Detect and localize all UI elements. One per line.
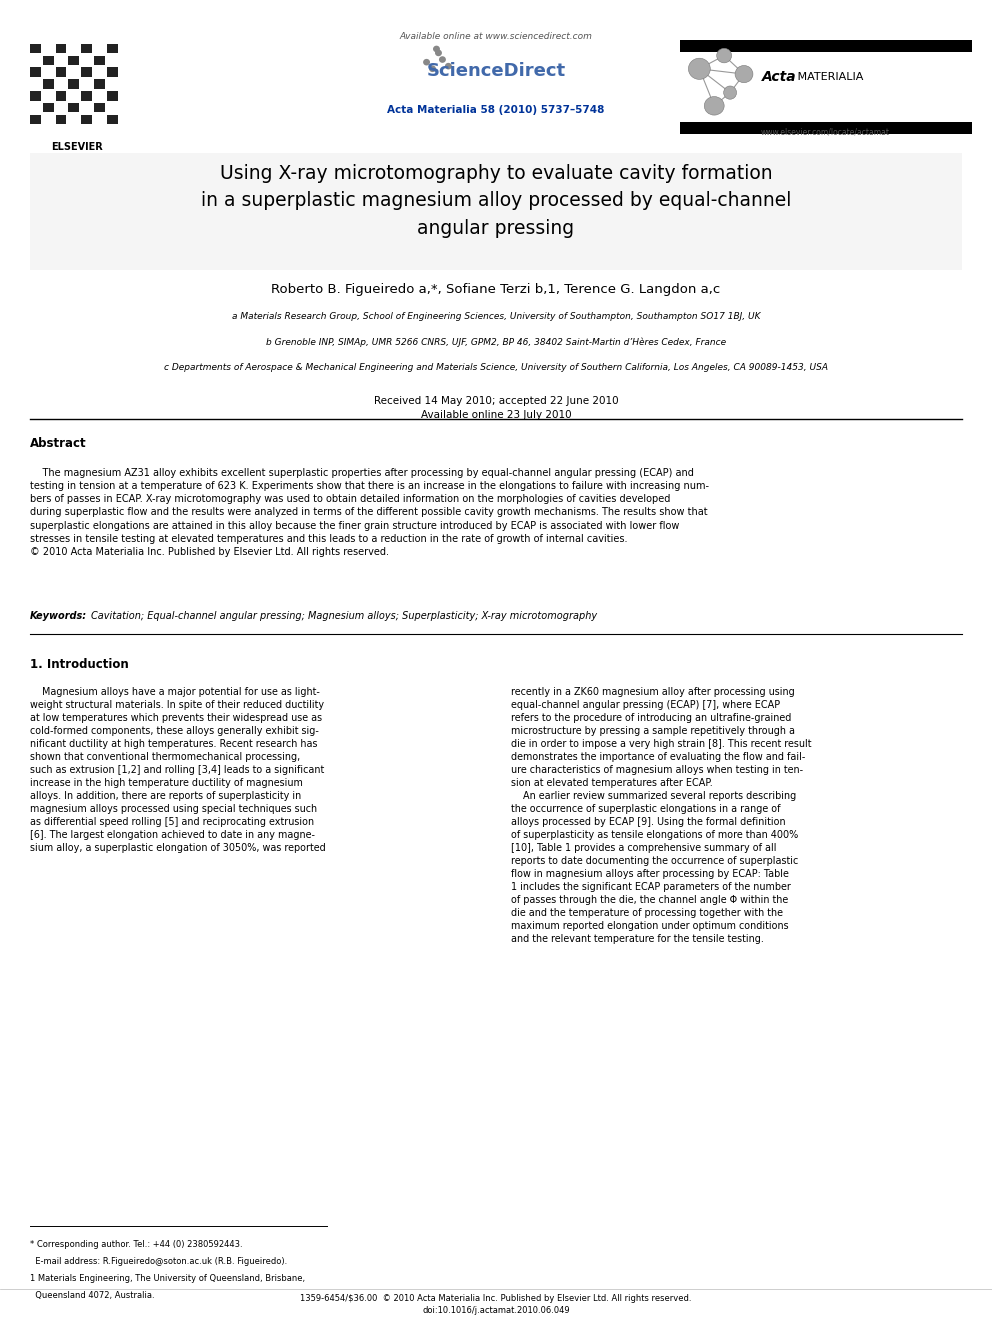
Ellipse shape [716,48,732,62]
Ellipse shape [429,66,435,71]
Bar [81,67,92,77]
Bar [68,56,79,65]
Bar [107,67,118,77]
Text: Roberto B. Figueiredo a,*, Sofiane Terzi b,1, Terence G. Langdon a,c: Roberto B. Figueiredo a,*, Sofiane Terzi… [272,283,720,296]
Text: Using X-ray microtomography to evaluate cavity formation
in a superplastic magne: Using X-ray microtomography to evaluate … [200,164,792,238]
Text: 1359-6454/$36.00  © 2010 Acta Materialia Inc. Published by Elsevier Ltd. All rig: 1359-6454/$36.00 © 2010 Acta Materialia … [301,1294,691,1315]
Text: a Materials Research Group, School of Engineering Sciences, University of Southa: a Materials Research Group, School of En… [232,312,760,321]
Bar [43,56,54,65]
Bar [680,122,972,134]
Bar [43,79,54,89]
Bar [30,67,41,77]
Bar [56,67,66,77]
Bar [680,40,972,52]
Bar [81,115,92,124]
Text: Available online at www.sciencedirect.com: Available online at www.sciencedirect.co… [400,32,592,41]
Ellipse shape [433,46,440,52]
Text: The magnesium AZ31 alloy exhibits excellent superplastic properties after proces: The magnesium AZ31 alloy exhibits excell… [30,468,708,557]
Text: Keywords:: Keywords: [30,611,87,622]
Text: E-mail address: R.Figueiredo@soton.ac.uk (R.B. Figueiredo).: E-mail address: R.Figueiredo@soton.ac.uk… [30,1257,287,1266]
Bar [81,44,92,53]
Bar [30,91,41,101]
Ellipse shape [423,60,431,65]
Text: Magnesium alloys have a major potential for use as light-
weight structural mate: Magnesium alloys have a major potential … [30,687,325,853]
Ellipse shape [704,97,724,115]
Ellipse shape [688,58,710,79]
Text: ScienceDirect: ScienceDirect [427,62,565,81]
Bar [94,103,105,112]
Text: Abstract: Abstract [30,437,86,450]
Bar [107,91,118,101]
Text: Cavitation; Equal-channel angular pressing; Magnesium alloys; Superplasticity; X: Cavitation; Equal-channel angular pressi… [91,611,597,622]
Bar [81,91,92,101]
Bar [94,56,105,65]
Bar [56,44,66,53]
Bar [30,44,41,53]
Text: MATERIALIA: MATERIALIA [794,71,863,82]
Text: c Departments of Aerospace & Mechanical Engineering and Materials Science, Unive: c Departments of Aerospace & Mechanical … [164,363,828,372]
Text: Acta Materialia 58 (2010) 5737–5748: Acta Materialia 58 (2010) 5737–5748 [387,105,605,115]
Text: www.elsevier.com/locate/actamat: www.elsevier.com/locate/actamat [761,127,890,136]
Text: ELSEVIER: ELSEVIER [52,142,103,152]
Bar [68,79,79,89]
Ellipse shape [434,50,441,56]
Text: Queensland 4072, Australia.: Queensland 4072, Australia. [30,1291,155,1301]
Ellipse shape [444,64,451,69]
Bar [94,79,105,89]
Text: Acta: Acta [762,70,797,83]
Bar [30,115,41,124]
Text: recently in a ZK60 magnesium alloy after processing using
equal-channel angular : recently in a ZK60 magnesium alloy after… [511,687,811,945]
Bar [30,153,962,270]
Ellipse shape [438,57,446,62]
Bar [56,91,66,101]
Text: 1 Materials Engineering, The University of Queensland, Brisbane,: 1 Materials Engineering, The University … [30,1274,305,1283]
Text: b Grenoble INP, SIMAp, UMR 5266 CNRS, UJF, GPM2, BP 46, 38402 Saint-Martin d’Hèr: b Grenoble INP, SIMAp, UMR 5266 CNRS, UJ… [266,337,726,347]
Bar [56,115,66,124]
Text: Received 14 May 2010; accepted 22 June 2010
Available online 23 July 2010: Received 14 May 2010; accepted 22 June 2… [374,396,618,419]
Text: 1. Introduction: 1. Introduction [30,658,129,671]
Bar [68,103,79,112]
Bar [107,44,118,53]
Bar [43,103,54,112]
Ellipse shape [735,65,753,82]
Text: * Corresponding author. Tel.: +44 (0) 2380592443.: * Corresponding author. Tel.: +44 (0) 23… [30,1240,242,1249]
Ellipse shape [723,86,736,99]
Bar [107,115,118,124]
